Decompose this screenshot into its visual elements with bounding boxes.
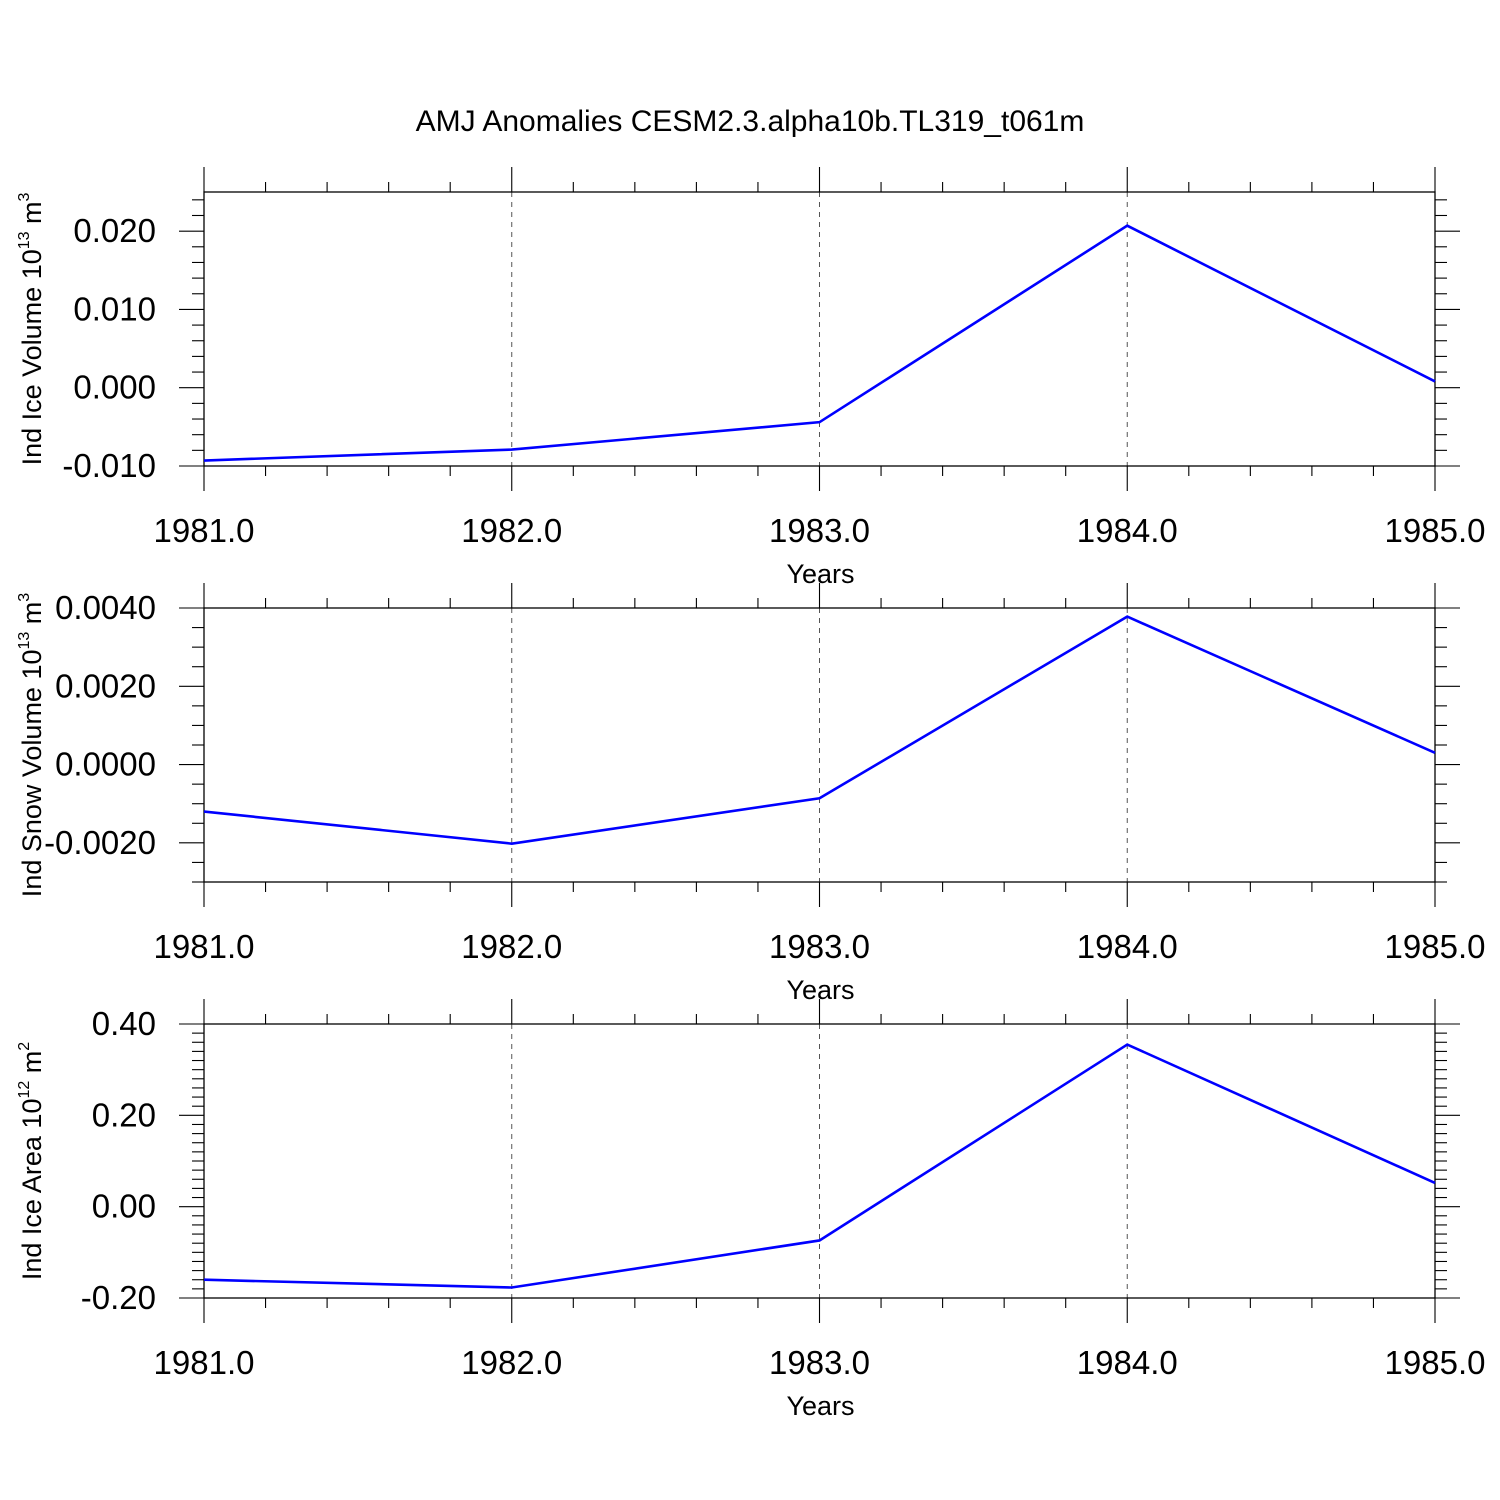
x-tick-label: 1982.0: [461, 928, 562, 965]
x-tick-label: 1983.0: [769, 1344, 870, 1381]
x-axis-label: Years: [786, 975, 854, 1005]
y-tick-label: 0.020: [73, 212, 156, 249]
y-tick-label: -0.010: [62, 447, 156, 484]
x-tick-label: 1984.0: [1077, 928, 1178, 965]
y-tick-label: -0.20: [81, 1279, 156, 1316]
x-tick-label: 1983.0: [769, 512, 870, 549]
y-tick-label: 0.00: [92, 1188, 156, 1225]
y-axis-label: Ind Ice Area 1012 m2: [16, 1042, 47, 1280]
x-tick-label: 1982.0: [461, 512, 562, 549]
x-axis-label: Years: [786, 559, 854, 589]
x-tick-label: 1985.0: [1385, 928, 1486, 965]
panel-2: 1981.0 1982.0 1983.0 1984.0 1985.0 -0.0020 0.0…: [16, 583, 1485, 1005]
x-tick-label: 1985.0: [1385, 1344, 1486, 1381]
x-tick-label: 1984.0: [1077, 1344, 1178, 1381]
x-tick-label: 1983.0: [769, 928, 870, 965]
x-axis-label: Years: [786, 1391, 854, 1421]
chart-title: AMJ Anomalies CESM2.3.alpha10b.TL319_t06…: [416, 105, 1085, 138]
y-tick-label: 0.40: [92, 1005, 156, 1042]
x-tick-label: 1981.0: [154, 512, 255, 549]
y-tick-label: 0.0000: [55, 746, 156, 783]
x-tick-label: 1981.0: [154, 1344, 255, 1381]
y-tick-label: 0.20: [92, 1096, 156, 1133]
panel-3: 1981.0 1982.0 1983.0 1984.0 1985.0 -0.20 0.00 0…: [16, 999, 1485, 1421]
y-tick-label: 0.0020: [55, 667, 156, 704]
x-tick-label: 1981.0: [154, 928, 255, 965]
x-tick-label: 1984.0: [1077, 512, 1178, 549]
y-axis-label: Ind Ice Volume 1013 m3: [16, 192, 47, 465]
x-tick-label: 1982.0: [461, 1344, 562, 1381]
panels: 1981.0 1982.0 1983.0 1984.0 1985.0 -0.010 0.00…: [16, 167, 1485, 1421]
y-axis-label: Ind Snow Volume 1013 m3: [16, 593, 47, 897]
y-tick-label: 0.0040: [55, 589, 156, 626]
y-tick-label: 0.010: [73, 290, 156, 327]
y-tick-label: 0.000: [73, 369, 156, 406]
panel-1: 1981.0 1982.0 1983.0 1984.0 1985.0 -0.010 0.00…: [16, 167, 1485, 589]
y-tick-label: -0.0020: [44, 824, 156, 861]
x-tick-label: 1985.0: [1385, 512, 1486, 549]
